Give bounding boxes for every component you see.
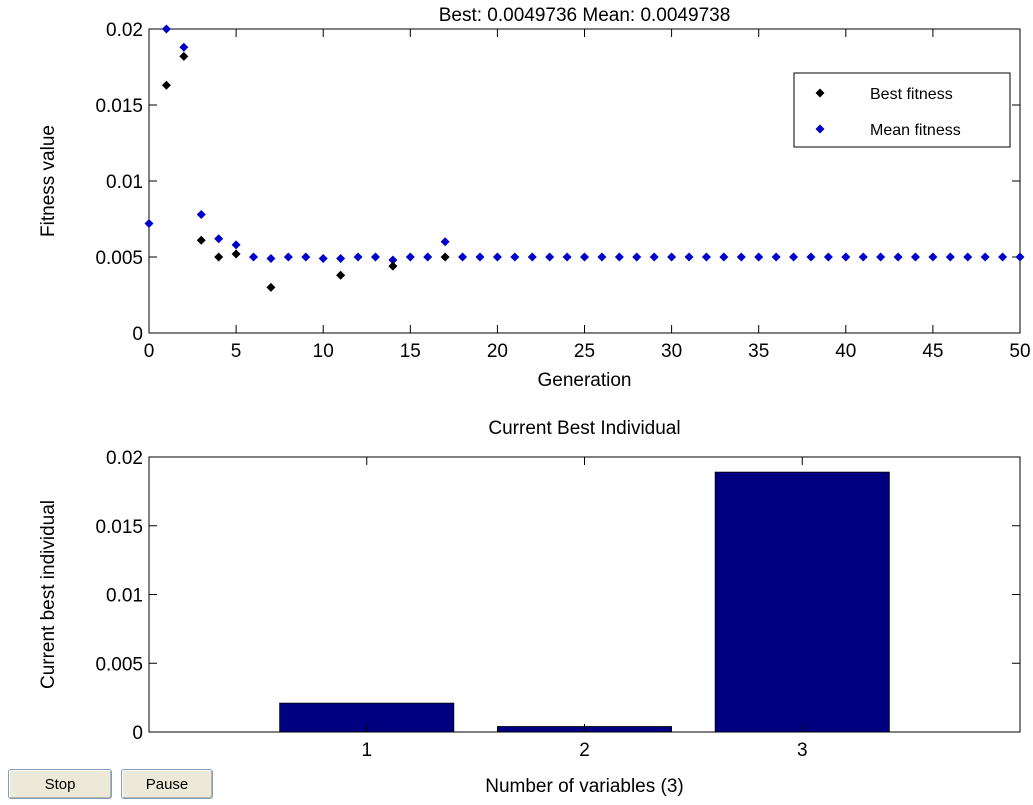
plot1-ylabel: Fitness value — [38, 125, 59, 237]
mean-fitness-point — [161, 24, 171, 34]
mean-fitness-point — [806, 252, 816, 262]
mean-fitness-point — [318, 254, 328, 264]
mean-fitness-point — [231, 240, 241, 250]
plot1-ytick-label: 0.015 — [95, 96, 143, 117]
plot1-xtick-label: 25 — [574, 341, 595, 362]
plot2-xlabel: Number of variables (3) — [485, 776, 684, 797]
mean-fitness-point — [214, 234, 224, 244]
mean-fitness-point — [475, 252, 485, 262]
plot1-xtick-label: 30 — [661, 341, 682, 362]
mean-fitness-point — [823, 252, 833, 262]
mean-fitness-point — [736, 252, 746, 262]
plot2-ytick-label: 0.005 — [95, 654, 143, 675]
mean-fitness-point — [510, 252, 520, 262]
mean-fitness-point — [667, 252, 677, 262]
plot2-ytick-label: 0.01 — [106, 586, 143, 607]
mean-fitness-point — [684, 252, 694, 262]
best-fitness-point — [214, 252, 224, 262]
best-fitness-point — [388, 261, 398, 271]
plot2-xtick-label: 1 — [361, 740, 372, 761]
plot2-xtick-label: 3 — [797, 740, 808, 761]
plot1-xlabel: Generation — [537, 370, 631, 391]
legend-entry-label: Mean fitness — [870, 122, 961, 139]
mean-fitness-point — [388, 255, 398, 265]
mean-fitness-point — [440, 237, 450, 247]
mean-fitness-point — [754, 252, 764, 262]
best-fitness-point — [440, 252, 450, 262]
plot2-ylabel: Current best individual — [38, 500, 59, 689]
mean-fitness-point — [771, 252, 781, 262]
mean-fitness-point — [353, 252, 363, 262]
mean-fitness-point — [876, 252, 886, 262]
best-fitness-point — [179, 51, 189, 61]
mean-fitness-point — [980, 252, 990, 262]
plot1-title: Best: 0.0049736 Mean: 0.0049738 — [439, 5, 731, 26]
mean-fitness-point — [841, 252, 851, 262]
mean-fitness-point — [283, 252, 293, 262]
mean-fitness-point — [196, 209, 206, 219]
plot1-ytick-label: 0.005 — [95, 248, 143, 269]
plot1-xtick-label: 20 — [487, 341, 508, 362]
plot2-ytick-label: 0.02 — [106, 448, 143, 469]
legend-marker — [815, 124, 825, 134]
mean-fitness-point — [423, 252, 433, 262]
best-fitness-point — [196, 235, 206, 245]
best-fitness-point — [231, 249, 241, 259]
mean-fitness-point — [458, 252, 468, 262]
plot2-ytick-label: 0.015 — [95, 517, 143, 538]
mean-fitness-point — [1015, 252, 1025, 262]
mean-fitness-point — [562, 252, 572, 262]
mean-fitness-point — [545, 252, 555, 262]
plot1-xtick-label: 35 — [748, 341, 769, 362]
legend-marker — [815, 88, 825, 98]
plot1-ytick-label: 0 — [132, 324, 143, 345]
plot1-xtick-label: 45 — [922, 341, 943, 362]
mean-fitness-point — [893, 252, 903, 262]
mean-fitness-point — [597, 252, 607, 262]
mean-fitness-point — [945, 252, 955, 262]
mean-fitness-point — [998, 252, 1008, 262]
plot1-xtick-label: 0 — [144, 341, 155, 362]
mean-fitness-point — [301, 252, 311, 262]
best-fitness-point — [161, 80, 171, 90]
plot2-title: Current Best Individual — [488, 418, 680, 439]
best-fitness-point — [336, 270, 346, 280]
plot2-ytick-label: 0 — [132, 723, 143, 744]
plot1-xtick-label: 15 — [400, 341, 421, 362]
plot1-legend — [793, 72, 1011, 148]
mean-fitness-point — [719, 252, 729, 262]
mean-fitness-point — [910, 252, 920, 262]
mean-fitness-point — [405, 252, 415, 262]
plot1-ytick-label: 0.02 — [106, 20, 143, 41]
plot1-xtick-label: 10 — [313, 341, 334, 362]
mean-fitness-point — [179, 42, 189, 52]
mean-fitness-point — [632, 252, 642, 262]
mean-fitness-point — [249, 252, 259, 262]
plot1-xtick-label: 50 — [1009, 341, 1030, 362]
plot1-xtick-label: 5 — [231, 341, 242, 362]
mean-fitness-point — [580, 252, 589, 262]
plot1-xtick-label: 40 — [835, 341, 856, 362]
mean-fitness-point — [614, 252, 624, 262]
bar-variable-3 — [714, 471, 890, 733]
best-fitness-point — [266, 282, 276, 292]
plot1-ytick-label: 0.01 — [106, 172, 143, 193]
plot2-xtick-label: 2 — [579, 740, 590, 761]
mean-fitness-point — [649, 252, 659, 262]
stop-button[interactable]: Stop — [8, 769, 112, 799]
legend-entry-label: Best fitness — [870, 86, 953, 103]
mean-fitness-point — [963, 252, 973, 262]
mean-fitness-point — [144, 219, 154, 229]
mean-fitness-point — [266, 254, 276, 264]
mean-fitness-point — [492, 252, 502, 262]
mean-fitness-point — [789, 252, 799, 262]
mean-fitness-point — [336, 254, 346, 264]
mean-fitness-point — [928, 252, 938, 262]
pause-button[interactable]: Pause — [121, 769, 213, 799]
mean-fitness-point — [858, 252, 868, 262]
mean-fitness-point — [527, 252, 537, 262]
mean-fitness-point — [701, 252, 711, 262]
mean-fitness-point — [370, 252, 380, 262]
